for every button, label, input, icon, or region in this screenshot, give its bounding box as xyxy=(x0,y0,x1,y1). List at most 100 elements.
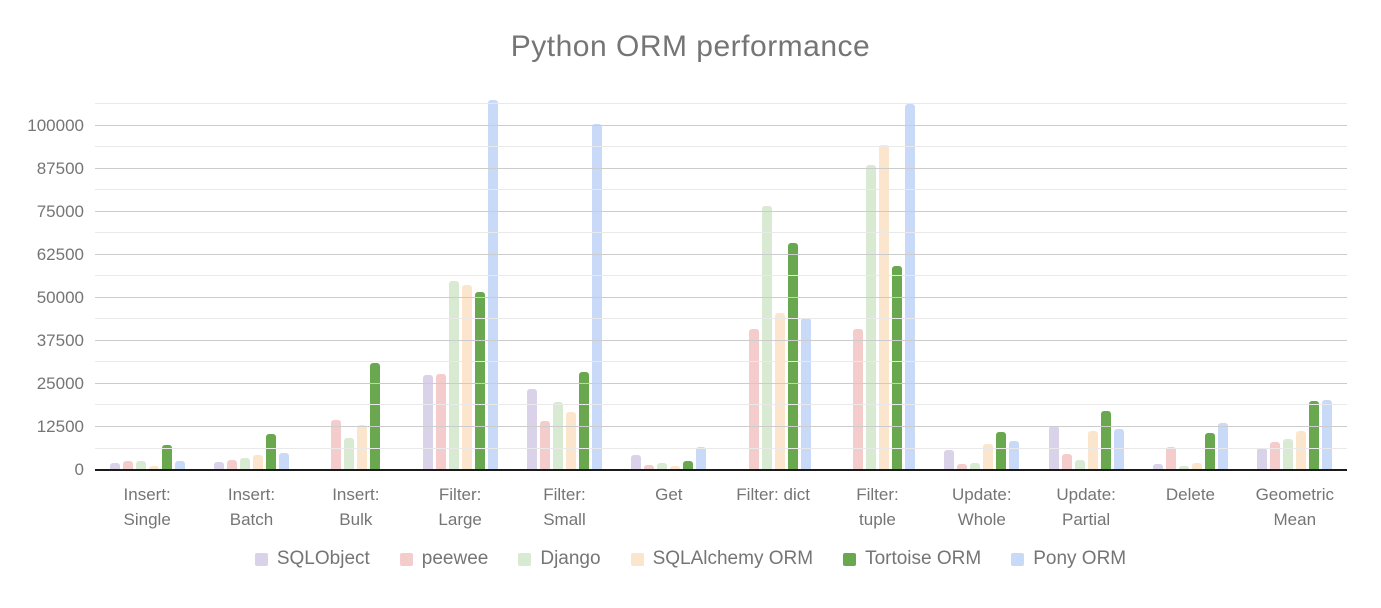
legend-item-tortoise-orm: Tortoise ORM xyxy=(843,548,981,570)
x-axis-line xyxy=(95,469,1347,471)
bar-sqlobject xyxy=(109,463,120,470)
major-gridline xyxy=(95,253,1347,255)
bar-peewee xyxy=(1061,453,1072,470)
x-axis-label: Update: Partial xyxy=(1056,485,1116,529)
bar-group xyxy=(512,100,616,470)
y-tick-label: 0 xyxy=(74,460,84,479)
bar-group xyxy=(1138,100,1242,470)
bar-sqlalchemy-orm xyxy=(148,465,159,470)
bar-django xyxy=(970,463,981,470)
chart-title: Python ORM performance xyxy=(510,30,871,63)
bar-django xyxy=(552,402,563,470)
bar-tortoise-orm xyxy=(1204,432,1215,470)
y-axis-labels: 0 12500 25000 37500 50000 62500 75000 87500 1000… xyxy=(0,100,84,478)
y-tick-label: 100000 xyxy=(27,115,84,135)
x-axis-label: Filter: tuple xyxy=(856,485,899,529)
bar-tortoise-orm xyxy=(1309,400,1320,470)
legend-item-django: Django xyxy=(518,548,601,570)
bar-pony-orm xyxy=(174,461,185,470)
bar-group xyxy=(1243,100,1347,470)
bar-django xyxy=(657,463,668,470)
bar-peewee xyxy=(331,420,342,470)
y-tick-label: 25000 xyxy=(36,373,84,393)
bar-django xyxy=(448,280,459,470)
bar-pony-orm xyxy=(800,318,811,470)
y-tick-label: 87500 xyxy=(36,158,84,178)
bar-group xyxy=(721,100,825,470)
major-gridline xyxy=(95,339,1347,341)
legend-label: SQLAlchemy ORM xyxy=(652,548,814,569)
x-axis-label: Delete xyxy=(1165,485,1216,504)
bar-group xyxy=(930,100,1034,470)
x-axis-label: Insert: Single xyxy=(123,485,171,529)
major-gridline xyxy=(95,382,1347,384)
bar-sqlalchemy-orm xyxy=(357,424,368,470)
bar-tortoise-orm xyxy=(161,444,172,470)
bar-sqlobject xyxy=(213,461,224,470)
bar-sqlobject xyxy=(422,375,433,470)
legend: SQLObject peewee Django SQLAlchemy ORM Torto… xyxy=(0,548,1381,570)
bar-group xyxy=(408,100,512,470)
minor-gridline xyxy=(95,189,1347,191)
plot-area xyxy=(95,100,1347,471)
bar-pony-orm xyxy=(278,453,289,470)
x-axis-label: Filter: Large xyxy=(438,485,482,529)
legend-swatch xyxy=(254,552,268,566)
bar-sqlalchemy-orm xyxy=(983,444,994,470)
bar-tortoise-orm xyxy=(1100,410,1111,470)
legend-label: SQLObject xyxy=(276,548,370,569)
x-axis-label: Insert: Bulk xyxy=(332,485,380,529)
bar-django xyxy=(344,438,355,470)
x-axis-label: Geometric Mean xyxy=(1255,485,1334,529)
bar-sqlobject xyxy=(526,389,537,470)
legend-swatch xyxy=(399,552,413,566)
x-axis-label: Get xyxy=(655,485,683,504)
legend-item-sqlalchemy-orm: SQLAlchemy ORM xyxy=(630,548,814,570)
bar-tortoise-orm xyxy=(265,433,276,470)
bar-sqlalchemy-orm xyxy=(252,454,263,470)
legend-label: Django xyxy=(540,548,601,569)
bar-group xyxy=(825,100,929,470)
legend-label: peewee xyxy=(421,548,489,569)
bar-peewee xyxy=(539,420,550,470)
bar-sqlalchemy-orm xyxy=(1087,431,1098,470)
bar-sqlalchemy-orm xyxy=(670,466,681,470)
bar-sqlobject xyxy=(1152,464,1163,470)
bar-tortoise-orm xyxy=(683,460,694,470)
x-axis-label: Filter: Small xyxy=(543,485,586,529)
x-axis-label: Update: Whole xyxy=(952,485,1012,529)
minor-gridline xyxy=(95,103,1347,105)
bar-tortoise-orm xyxy=(474,292,485,470)
y-tick-label: 75000 xyxy=(36,201,84,221)
y-tick-label: 50000 xyxy=(36,287,84,307)
bar-sqlobject xyxy=(631,455,642,470)
bar-sqlobject xyxy=(944,450,955,470)
bar-django xyxy=(761,205,772,470)
major-gridline xyxy=(95,425,1347,427)
minor-gridline xyxy=(95,275,1347,277)
bar-sqlalchemy-orm xyxy=(774,312,785,470)
legend-label: Tortoise ORM xyxy=(865,548,982,569)
x-axis-labels: Insert: Single Insert: Batch Insert: Bulk F… xyxy=(95,482,1347,532)
major-gridline xyxy=(95,296,1347,298)
bar-peewee xyxy=(226,460,237,470)
minor-gridline xyxy=(95,404,1347,406)
major-gridline xyxy=(95,210,1347,212)
legend-label: Pony ORM xyxy=(1033,548,1127,569)
legend-swatch xyxy=(1011,552,1025,566)
bar-groups xyxy=(95,100,1347,470)
x-axis-label: Insert: Batch xyxy=(227,485,276,529)
minor-gridline xyxy=(95,318,1347,320)
bar-tortoise-orm xyxy=(891,265,902,470)
bar-pony-orm xyxy=(904,104,915,470)
legend-swatch xyxy=(843,552,857,566)
minor-gridline xyxy=(95,232,1347,234)
bar-peewee xyxy=(852,328,863,470)
minor-gridline xyxy=(95,146,1347,148)
bar-group xyxy=(617,100,721,470)
y-tick-label: 62500 xyxy=(36,244,84,264)
bar-tortoise-orm xyxy=(996,431,1007,470)
y-tick-label: 37500 xyxy=(36,330,84,350)
bar-pony-orm xyxy=(696,446,707,470)
bar-pony-orm xyxy=(1009,440,1020,470)
